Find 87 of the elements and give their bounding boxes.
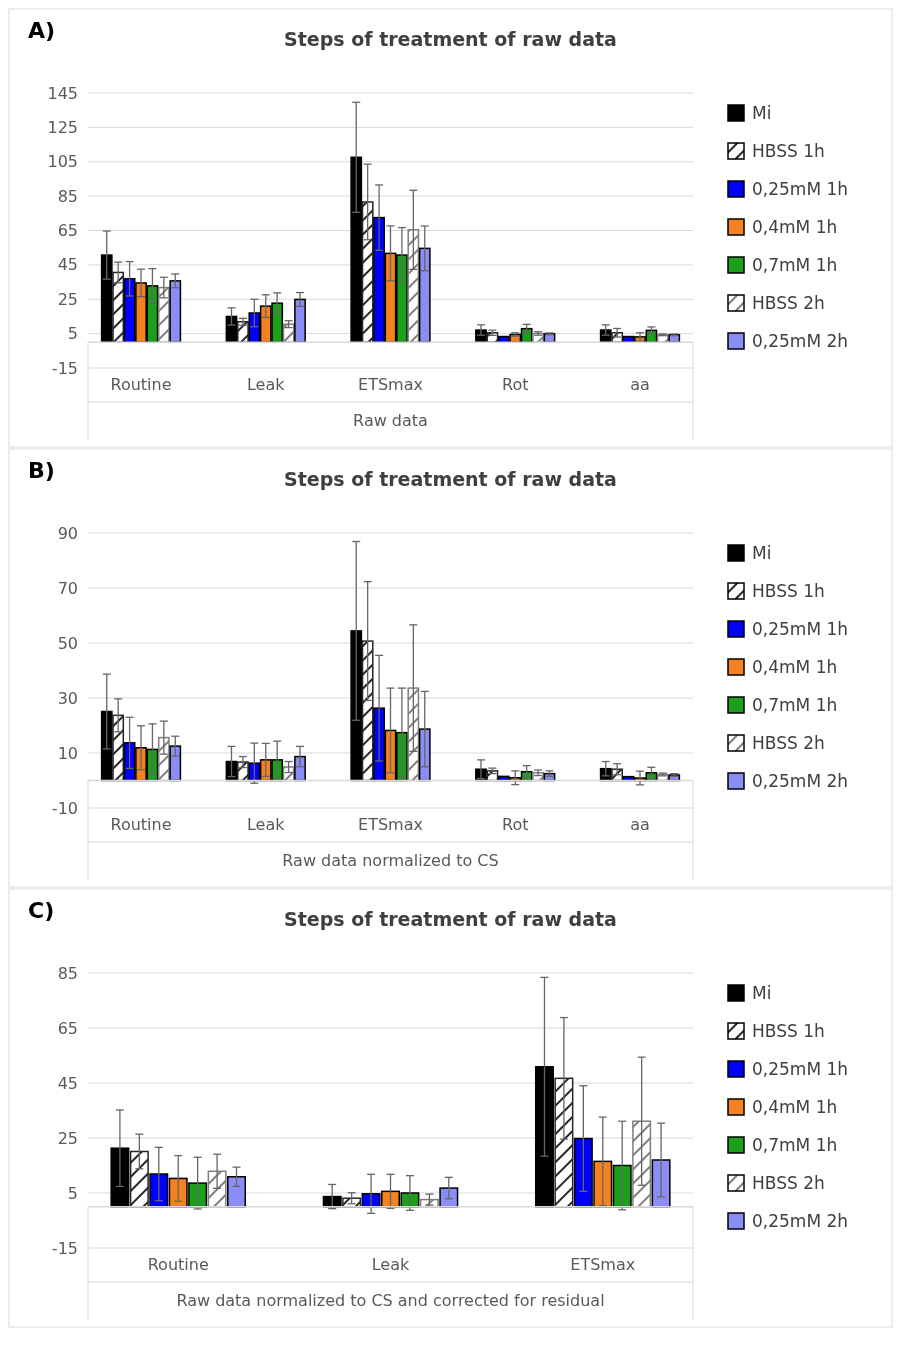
bar (418, 728, 431, 782)
y-tick-label: -10 (51, 798, 78, 818)
legend-label: 0,25mM 2h (752, 770, 849, 791)
x-tick-label: ETSmax (358, 815, 423, 834)
y-tick-label: 70 (57, 578, 78, 598)
chart-title: Steps of treatment of raw data (284, 908, 617, 930)
legend-label: HBSS 2h (752, 1172, 825, 1193)
legend-label: 0,4mM 1h (752, 1096, 838, 1117)
bar (294, 298, 306, 343)
y-tick-label: -15 (51, 358, 78, 378)
x-tick-label: Rot (502, 815, 529, 834)
bar (169, 745, 182, 782)
legend-label: HBSS 2h (752, 732, 825, 753)
legend-label: 0,7mM 1h (752, 254, 838, 275)
text: C) (28, 898, 55, 923)
x-tick-label: Leak (246, 375, 286, 394)
x-axis-title: Raw data normalized to CS (282, 851, 499, 870)
bar (534, 1066, 554, 1208)
x-tick-label: Routine (147, 1255, 209, 1274)
y-tick-label: 5 (67, 1183, 78, 1203)
y-tick-label: 30 (57, 688, 78, 708)
bar (100, 710, 113, 782)
bar (554, 1077, 574, 1208)
x-tick-label: Leak (371, 1255, 411, 1274)
y-tick-label: 145 (47, 83, 78, 103)
y-tick-label: 90 (57, 523, 78, 543)
chart-title: Steps of treatment of raw data (284, 28, 617, 50)
legend-label: 0,4mM 1h (752, 216, 838, 237)
text: A) (28, 18, 56, 43)
legend-label: 0,4mM 1h (752, 656, 838, 677)
legend-label: 0,25mM 2h (752, 330, 849, 351)
legend-label: Mi (752, 102, 772, 123)
x-axis-title: Raw data normalized to CS and corrected for residual (176, 1291, 605, 1310)
y-tick-label: 5 (67, 324, 78, 344)
y-tick-label: 85 (57, 963, 78, 983)
legend-label: 0,25mM 2h (752, 1210, 849, 1231)
x-tick-label: Rot (502, 375, 529, 394)
legend-label: 0,25mM 1h (752, 1058, 849, 1079)
legend-label: Mi (752, 542, 772, 563)
bar (407, 687, 420, 782)
y-tick-label: 125 (47, 117, 78, 137)
y-tick-label: 10 (57, 743, 78, 763)
x-axis-title: Raw data (353, 411, 428, 430)
x-tick-label: aa (630, 375, 650, 394)
x-tick-label: ETSmax (570, 1255, 636, 1274)
bar (110, 1147, 130, 1208)
bar (100, 254, 113, 343)
bar (361, 640, 374, 782)
x-tick-label: Leak (246, 815, 286, 834)
bar (350, 630, 363, 782)
y-tick-label: 25 (57, 1128, 78, 1148)
y-tick-label: -15 (51, 1238, 78, 1258)
bar (439, 1187, 459, 1208)
bar (418, 247, 431, 343)
x-tick-label: Routine (110, 375, 172, 394)
y-tick-label: 85 (57, 186, 78, 206)
bar (129, 1150, 149, 1208)
x-tick-label: Routine (110, 815, 172, 834)
bar (361, 201, 374, 343)
legend-label: 0,25mM 1h (752, 178, 849, 199)
legend-label: 0,25mM 1h (752, 618, 849, 639)
legend-label: HBSS 1h (752, 140, 825, 161)
bar (169, 280, 182, 343)
y-tick-label: 45 (57, 255, 78, 275)
y-tick-label: 105 (47, 152, 78, 172)
bar (227, 1176, 247, 1208)
bar (112, 271, 125, 343)
x-tick-label: ETSmax (358, 375, 423, 394)
chart-title: Steps of treatment of raw data (284, 468, 617, 490)
y-tick-label: 25 (57, 289, 78, 309)
legend-label: 0,7mM 1h (752, 694, 838, 715)
bar (207, 1170, 227, 1208)
legend-label: HBSS 1h (752, 580, 825, 601)
text: B) (28, 458, 55, 483)
y-tick-label: 50 (57, 633, 78, 653)
y-tick-label: 45 (57, 1073, 78, 1093)
legend-label: Mi (752, 982, 772, 1003)
bar (112, 714, 125, 782)
x-tick-label: aa (630, 815, 650, 834)
y-tick-label: 65 (57, 221, 78, 241)
bar (632, 1120, 652, 1208)
legend-label: 0,7mM 1h (752, 1134, 838, 1155)
y-tick-label: 65 (57, 1018, 78, 1038)
bar (350, 156, 363, 343)
legend-label: HBSS 1h (752, 1020, 825, 1041)
bar (407, 229, 420, 343)
legend-label: HBSS 2h (752, 292, 825, 313)
